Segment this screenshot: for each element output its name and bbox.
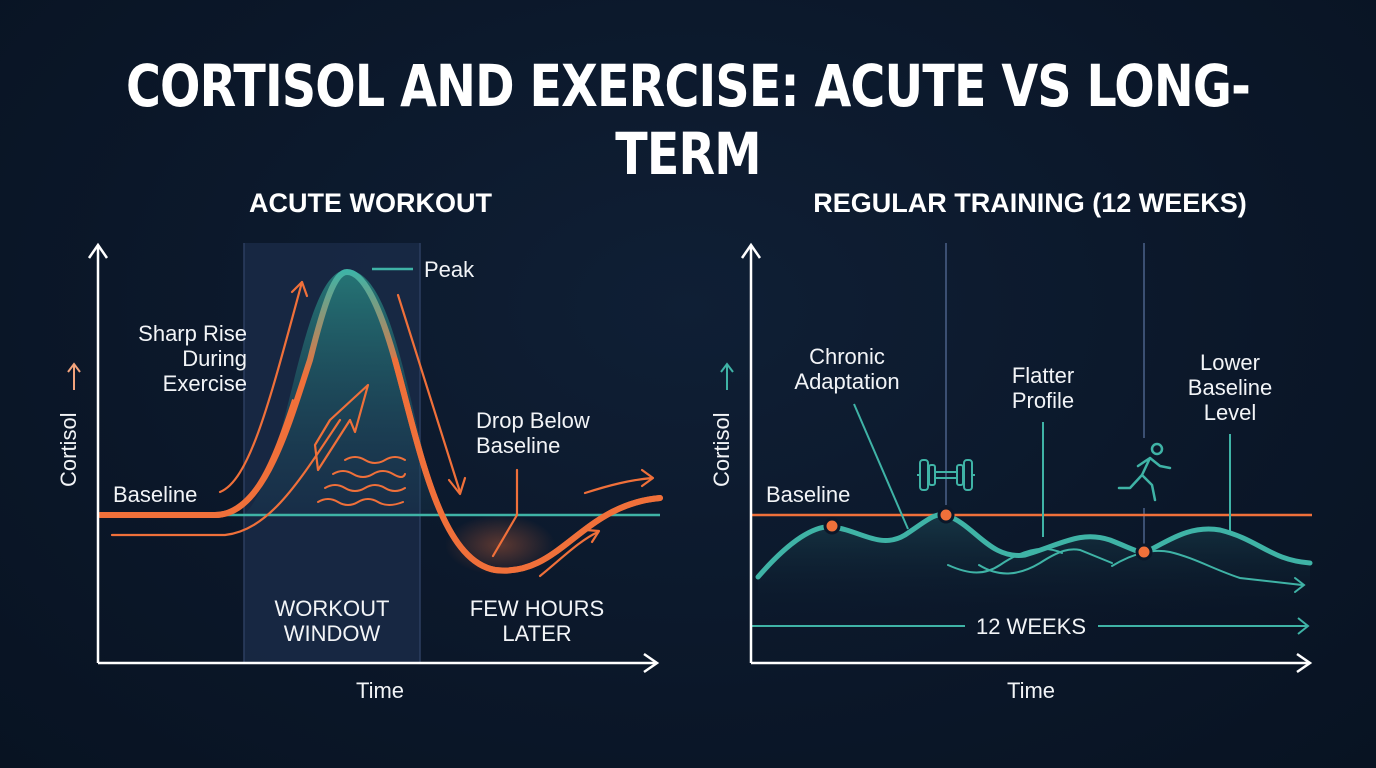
heat-waves-icon (317, 456, 406, 506)
lower-label-3: Level (1204, 400, 1257, 425)
milestone-markers (823, 506, 1153, 561)
training-panel-title: REGULAR TRAINING (12 WEEKS) (813, 188, 1247, 218)
page-title: CORTISOL AND EXERCISE: ACUTE VS LONG-TER… (125, 52, 1251, 188)
acute-x-axis-label: Time (356, 678, 404, 703)
rise-label-3: Exercise (163, 371, 247, 396)
training-axes (740, 242, 1313, 674)
workout-window-label-2: WINDOW (284, 621, 381, 646)
flatter-label-2: Profile (1012, 388, 1074, 413)
few-hours-label-2: LATER (502, 621, 571, 646)
acute-axes (87, 242, 660, 674)
duration-arrow (752, 617, 1310, 635)
rise-arrows (110, 280, 655, 578)
training-baseline-label: Baseline (766, 482, 850, 507)
training-y-axis-label: Cortisol (709, 412, 734, 487)
drop-label-2: Baseline (476, 433, 560, 458)
peak-area (244, 270, 440, 515)
lower-label-1: Lower (1200, 350, 1260, 375)
chronic-label-1: Chronic (809, 344, 885, 369)
lower-label-2: Baseline (1188, 375, 1272, 400)
drop-label-1: Drop Below (476, 408, 590, 433)
acute-y-axis-label: Cortisol (56, 412, 81, 487)
training-chart (720, 242, 1313, 674)
workout-window-label-1: WORKOUT (275, 596, 390, 621)
chronic-label-2: Adaptation (794, 369, 899, 394)
acute-chart (67, 242, 663, 674)
duration-label: 12 WEEKS (976, 614, 1086, 639)
running-person-icon (1117, 442, 1172, 502)
acute-baseline-label: Baseline (113, 482, 197, 507)
training-cortisol-curve (755, 511, 1313, 580)
rise-label-2: During (182, 346, 247, 371)
acute-panel-title: ACUTE WORKOUT (249, 188, 492, 218)
flatter-label-1: Flatter (1012, 363, 1074, 388)
few-hours-label-1: FEW HOURS (470, 596, 604, 621)
training-x-axis-label: Time (1007, 678, 1055, 703)
rise-label-1: Sharp Rise (138, 321, 247, 346)
dumbbell-icon (917, 459, 975, 491)
peak-label: Peak (424, 257, 475, 282)
